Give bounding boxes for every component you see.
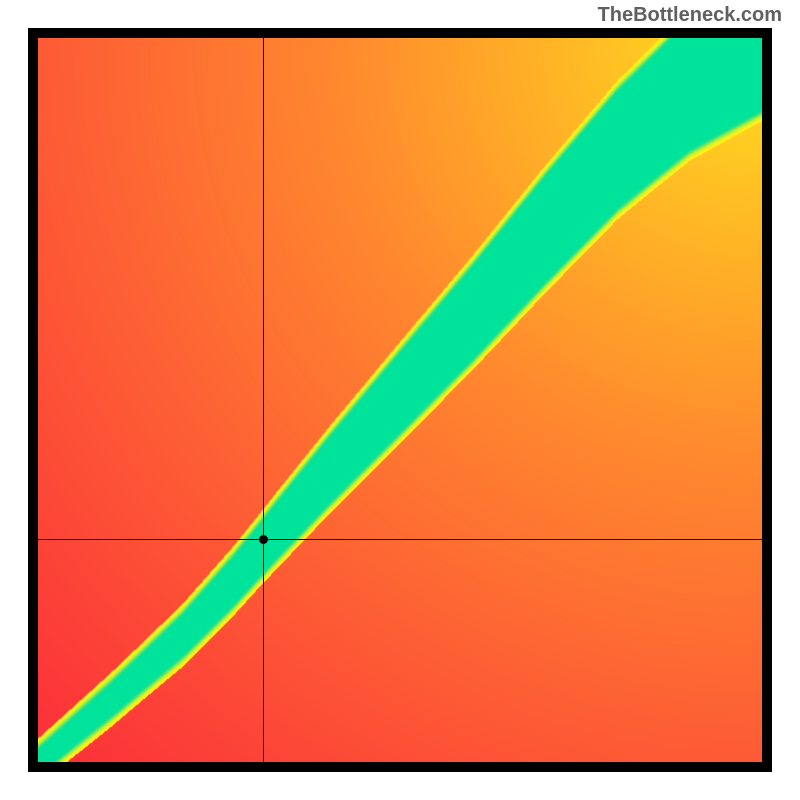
watermark-text: TheBottleneck.com [598,4,782,27]
crosshair-marker [259,535,268,544]
heatmap-canvas [38,38,762,762]
crosshair-horizontal [38,539,762,540]
crosshair-vertical [263,38,264,762]
plot-outer-frame [28,28,772,772]
plot-area [38,38,762,762]
